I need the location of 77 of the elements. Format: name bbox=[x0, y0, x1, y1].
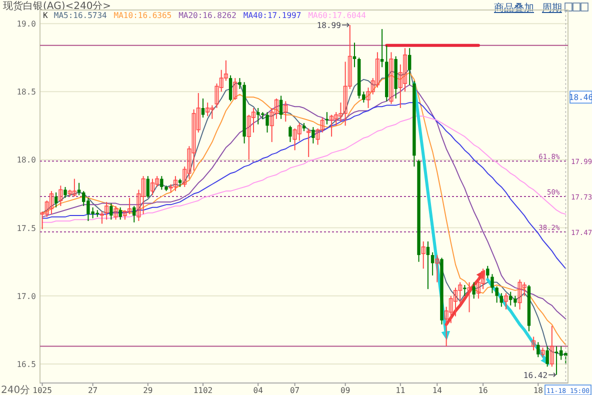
candlestick bbox=[173, 176, 178, 192]
x-tick-label: 14 bbox=[432, 386, 442, 395]
text: MA5:16.5734 bbox=[54, 11, 108, 20]
candlestick bbox=[201, 98, 205, 118]
candlestick bbox=[532, 336, 536, 351]
annotation: 16.42 bbox=[523, 370, 548, 380]
candlestick bbox=[540, 347, 545, 358]
candlestick bbox=[132, 206, 136, 223]
candlestick bbox=[146, 176, 150, 198]
candlestick bbox=[238, 78, 242, 90]
candlestick bbox=[536, 342, 540, 358]
text: MA60:17.6044 bbox=[308, 11, 366, 20]
candlestick bbox=[104, 201, 109, 220]
candlestick bbox=[490, 274, 494, 294]
x-tick-label: 29 bbox=[143, 386, 153, 395]
candlestick bbox=[330, 114, 334, 138]
candlestick bbox=[110, 202, 113, 220]
legend-title: K bbox=[43, 11, 48, 20]
candlestick bbox=[486, 265, 490, 279]
candlestick bbox=[435, 254, 440, 283]
y-tick-label: 18.0 bbox=[16, 156, 36, 165]
candlestick bbox=[297, 122, 302, 142]
candlestick bbox=[228, 74, 232, 102]
candlestick bbox=[114, 206, 118, 220]
candlestick bbox=[375, 52, 380, 88]
x-tick-label: 27 bbox=[88, 386, 98, 395]
candlestick bbox=[77, 182, 81, 196]
x-tick-label: 1025 bbox=[32, 386, 52, 395]
candlestick bbox=[426, 240, 430, 290]
candlestick bbox=[266, 112, 269, 134]
x-tick-label: 04 bbox=[253, 386, 264, 395]
candlestick bbox=[288, 125, 292, 143]
y-tick-label: 18.5 bbox=[16, 88, 36, 97]
candlestick bbox=[54, 192, 58, 208]
candlestick bbox=[421, 240, 426, 270]
candlestick bbox=[118, 206, 122, 220]
candlestick bbox=[206, 102, 210, 117]
x-axis-title: 240分 bbox=[1, 384, 30, 395]
candlestick bbox=[279, 95, 283, 120]
candlestick bbox=[72, 178, 76, 197]
y-tick-label: 17.0 bbox=[16, 292, 36, 301]
candlestick bbox=[472, 282, 476, 300]
line-series bbox=[42, 116, 566, 223]
x-tick-label: 1102 bbox=[193, 386, 213, 395]
x-tick-label: 07 bbox=[290, 386, 300, 395]
x-tick-label: 09 bbox=[340, 386, 350, 395]
candlestick bbox=[284, 100, 288, 122]
x-tick-label: 18 bbox=[533, 386, 544, 395]
text: MA40:17.1997 bbox=[243, 11, 302, 20]
line-series bbox=[42, 102, 566, 270]
x-tick-label: 16 bbox=[478, 386, 488, 395]
candlestick bbox=[312, 126, 315, 144]
candlestick bbox=[463, 284, 466, 296]
candlestick bbox=[233, 78, 238, 100]
y-tick-label: 17.5 bbox=[16, 224, 36, 233]
candlestick bbox=[554, 346, 558, 376]
candlestick bbox=[58, 185, 63, 207]
annotation: 18.99 bbox=[316, 20, 342, 30]
candlestick bbox=[467, 282, 472, 313]
candlestick bbox=[160, 176, 164, 190]
y-tick-label: 16.5 bbox=[16, 360, 36, 369]
candlestick bbox=[495, 286, 498, 304]
candlestick bbox=[389, 52, 394, 104]
candlestick bbox=[504, 292, 508, 310]
candlestick bbox=[408, 48, 412, 86]
y-tick-label: 19.0 bbox=[16, 20, 36, 29]
candlestick bbox=[550, 325, 554, 368]
candlestick bbox=[546, 346, 549, 368]
candlestick bbox=[251, 108, 256, 134]
candlestick bbox=[430, 252, 434, 276]
candlestick bbox=[49, 190, 54, 215]
text: MA20:16.8262 bbox=[178, 11, 237, 20]
candlestick bbox=[64, 186, 67, 198]
x-tick-label: 11 bbox=[396, 386, 406, 395]
candlestick bbox=[325, 112, 329, 125]
text: MA10:16.6365 bbox=[114, 11, 172, 20]
candlestick bbox=[306, 128, 311, 158]
